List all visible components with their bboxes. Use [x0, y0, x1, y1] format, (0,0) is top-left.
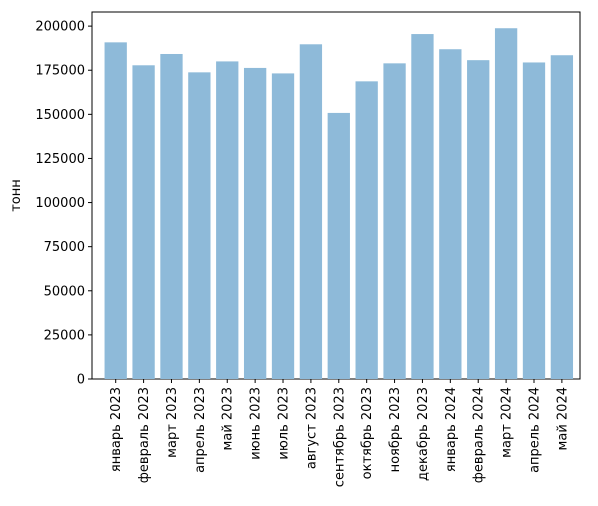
x-tick-label: июль 2023	[277, 387, 292, 460]
y-tick-label: 175000	[35, 64, 85, 79]
bar	[243, 67, 267, 379]
x-tick-label: май 2023	[221, 387, 236, 450]
bar	[271, 73, 295, 380]
bar	[383, 63, 406, 379]
bar	[494, 28, 518, 379]
x-tick-label: январь 2023	[109, 387, 124, 472]
x-tick-label: январь 2024	[444, 387, 459, 472]
bar	[355, 81, 378, 379]
x-tick-label: август 2023	[304, 387, 319, 469]
x-tick-label: ноябрь 2023	[388, 387, 403, 472]
bar	[467, 60, 490, 379]
y-tick-label: 25000	[44, 328, 85, 343]
bar	[104, 42, 127, 379]
x-tick-label: март 2024	[500, 387, 515, 458]
y-axis-label: тонн	[9, 179, 24, 212]
y-tick-label: 125000	[35, 152, 85, 167]
x-tick-label: апрель 2024	[527, 387, 542, 473]
bar	[299, 44, 323, 379]
x-axis: январь 2023 февраль 2023 март 2023 апрель 2…	[109, 379, 570, 487]
x-tick-label: февраль 2024	[472, 387, 487, 483]
x-tick-label: апрель 2023	[193, 387, 208, 473]
x-tick-label: февраль 2023	[137, 387, 152, 483]
bar	[550, 55, 574, 380]
bar	[411, 34, 434, 379]
x-tick-label: декабрь 2023	[416, 387, 431, 481]
y-tick-label: 0	[77, 373, 85, 388]
y-tick-label: 100000	[35, 196, 85, 211]
bar	[216, 61, 239, 380]
bar	[132, 65, 155, 379]
bar	[327, 112, 350, 380]
y-tick-label: 200000	[35, 20, 85, 35]
x-tick-label: сентябрь 2023	[332, 387, 347, 487]
bars-group	[104, 28, 574, 380]
bar	[188, 72, 211, 380]
x-tick-label: июнь 2023	[249, 387, 264, 460]
y-tick-label: 75000	[44, 240, 85, 255]
x-tick-label: октябрь 2023	[360, 387, 375, 479]
y-axis: 0 25000 50000 75000 100000 125000 150000 175000…	[35, 20, 92, 388]
bar	[439, 49, 462, 379]
bar	[160, 53, 183, 379]
y-tick-label: 50000	[44, 284, 85, 299]
y-tick-label: 150000	[35, 108, 85, 123]
x-tick-label: май 2024	[555, 387, 570, 450]
plot-area: 0 25000 50000 75000 100000 125000 150000 175000…	[35, 11, 581, 487]
bar	[522, 62, 546, 380]
x-tick-label: март 2023	[165, 387, 180, 458]
